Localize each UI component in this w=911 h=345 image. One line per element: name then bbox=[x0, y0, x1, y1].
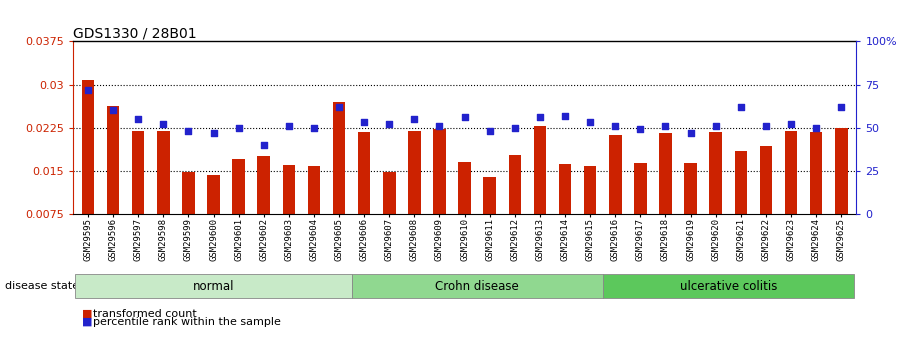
Bar bbox=[333, 102, 345, 214]
Point bbox=[783, 121, 798, 127]
Point bbox=[307, 125, 322, 130]
Point bbox=[709, 123, 723, 129]
Point bbox=[106, 108, 120, 113]
Text: transformed count: transformed count bbox=[93, 309, 197, 319]
Bar bbox=[282, 165, 295, 214]
Bar bbox=[508, 155, 521, 214]
Bar bbox=[784, 130, 797, 214]
Bar bbox=[810, 132, 823, 214]
Bar bbox=[107, 106, 119, 214]
Bar bbox=[358, 132, 371, 214]
Bar bbox=[609, 135, 621, 214]
Point bbox=[457, 115, 472, 120]
Text: ■: ■ bbox=[82, 309, 93, 319]
Point bbox=[382, 121, 396, 127]
Point bbox=[256, 142, 271, 148]
Point bbox=[733, 104, 748, 110]
Bar bbox=[308, 166, 321, 214]
Point bbox=[558, 113, 572, 118]
Bar bbox=[458, 162, 471, 214]
Bar bbox=[434, 129, 445, 214]
Text: percentile rank within the sample: percentile rank within the sample bbox=[93, 317, 281, 327]
Bar bbox=[82, 80, 94, 214]
Bar bbox=[383, 172, 395, 214]
Bar bbox=[182, 172, 195, 214]
Bar bbox=[484, 177, 496, 214]
Point bbox=[131, 116, 146, 122]
Point bbox=[407, 116, 422, 122]
Text: GDS1330 / 28B01: GDS1330 / 28B01 bbox=[73, 26, 197, 40]
Point bbox=[357, 120, 372, 125]
Bar bbox=[835, 128, 847, 214]
Bar bbox=[684, 163, 697, 214]
Bar bbox=[207, 175, 220, 214]
Point bbox=[206, 130, 220, 136]
Point bbox=[608, 123, 622, 129]
Text: ulcerative colitis: ulcerative colitis bbox=[680, 279, 777, 293]
Point bbox=[156, 121, 170, 127]
Point bbox=[809, 125, 824, 130]
Point bbox=[683, 130, 698, 136]
Bar bbox=[634, 163, 647, 214]
Point bbox=[834, 104, 848, 110]
Bar bbox=[258, 156, 270, 214]
Bar bbox=[232, 159, 245, 214]
Bar bbox=[157, 130, 169, 214]
Point bbox=[281, 123, 296, 129]
Point bbox=[659, 123, 673, 129]
Bar bbox=[734, 151, 747, 214]
Bar bbox=[408, 130, 421, 214]
Point bbox=[633, 127, 648, 132]
Point bbox=[181, 128, 196, 134]
Point bbox=[759, 123, 773, 129]
Text: ■: ■ bbox=[82, 317, 93, 327]
Point bbox=[583, 120, 598, 125]
Bar bbox=[760, 146, 773, 214]
Text: disease state ▶: disease state ▶ bbox=[5, 281, 91, 291]
Point bbox=[81, 87, 96, 92]
Point bbox=[332, 104, 346, 110]
Text: Crohn disease: Crohn disease bbox=[435, 279, 519, 293]
Point bbox=[231, 125, 246, 130]
Bar bbox=[660, 134, 671, 214]
Bar bbox=[534, 126, 547, 214]
Point bbox=[483, 128, 497, 134]
Text: normal: normal bbox=[193, 279, 234, 293]
Bar bbox=[584, 166, 597, 214]
Bar bbox=[558, 164, 571, 214]
Point bbox=[533, 115, 548, 120]
Point bbox=[507, 125, 522, 130]
Bar bbox=[132, 130, 145, 214]
Point bbox=[432, 123, 446, 129]
Bar bbox=[710, 132, 722, 214]
